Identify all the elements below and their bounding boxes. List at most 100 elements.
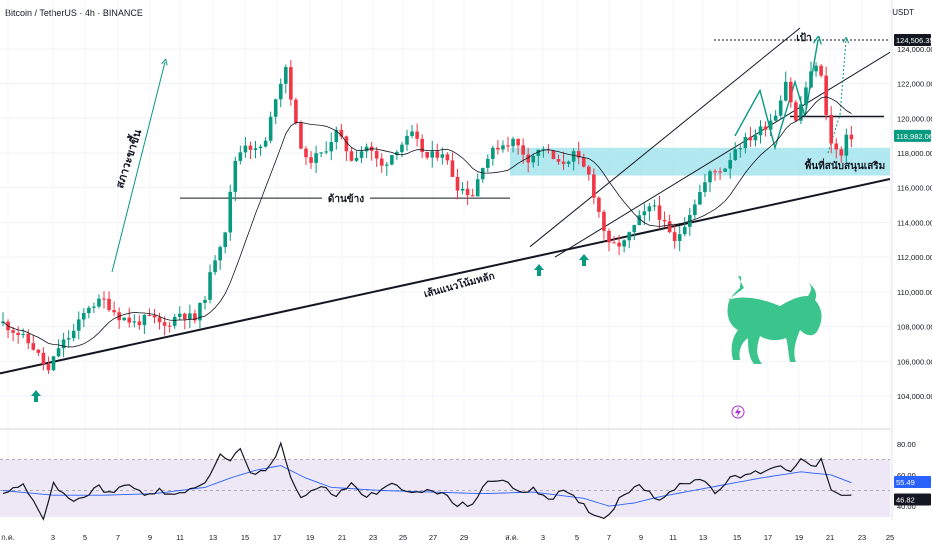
candle-body	[390, 155, 394, 165]
candle-body	[71, 330, 76, 339]
candle-body	[733, 149, 738, 160]
candle-body	[768, 120, 773, 130]
candle-body	[213, 260, 217, 273]
time-tick-label: 19	[795, 533, 803, 542]
candle-body	[794, 102, 798, 121]
candle-body	[177, 313, 182, 317]
candle-body	[607, 230, 611, 243]
last-price-tag: 118,982.06	[896, 132, 932, 141]
candle-body	[344, 136, 349, 152]
candle-body	[763, 126, 768, 130]
uptrend-label: สภาวะขาขึ้น	[111, 127, 144, 190]
candle-body	[738, 148, 743, 150]
time-tick-label: 21	[338, 533, 346, 542]
candle-body	[183, 313, 187, 320]
candle-body	[238, 152, 243, 161]
candle-body	[223, 232, 227, 248]
candle-body	[364, 146, 369, 152]
candle-body	[662, 219, 667, 222]
candle-body	[728, 159, 732, 169]
candle-body	[46, 364, 51, 371]
candle-body	[112, 310, 116, 313]
candle-body	[21, 333, 25, 335]
candle-body	[329, 142, 334, 152]
support-arrow-icon	[534, 264, 544, 276]
candle-body	[410, 131, 414, 136]
candle-body	[592, 174, 596, 198]
candle-body	[718, 171, 722, 173]
candle-body	[188, 313, 192, 320]
candle-body	[521, 145, 525, 155]
candle-body	[258, 146, 263, 149]
candle-body	[450, 160, 455, 177]
candle-body	[511, 138, 515, 147]
high-price-tag-bg	[894, 34, 931, 47]
candle-body	[526, 154, 530, 163]
price-tick-label: 122,000.00	[897, 80, 932, 89]
candle-body	[455, 176, 460, 191]
candle-body	[36, 349, 41, 353]
candle-body	[773, 115, 778, 121]
candle-body	[107, 298, 111, 311]
candle-body	[677, 234, 682, 242]
candle-body	[829, 114, 833, 144]
rsi-ma-line	[2, 465, 852, 507]
candle-body	[26, 333, 31, 344]
candle-body	[632, 225, 637, 233]
candle-body	[809, 71, 813, 88]
time-tick-label: 25	[886, 533, 894, 542]
candle-body	[31, 343, 36, 350]
time-tick-label: 23	[858, 533, 866, 542]
candle-body	[304, 148, 308, 158]
candle-body	[319, 152, 323, 154]
high-price-tag: 124,506.35	[896, 36, 932, 45]
candle-body	[627, 232, 631, 241]
candle-body	[208, 272, 212, 300]
candle-body	[354, 157, 359, 161]
candle-body	[253, 148, 258, 150]
price-tick-label: 116,000.00	[897, 184, 932, 193]
candle-body	[218, 247, 222, 261]
candle-body	[723, 168, 727, 172]
candle-body	[137, 321, 142, 326]
rsi-ma-tag-bg	[894, 475, 931, 488]
candle-body	[713, 171, 717, 173]
sideways-label: ด้านข้าง	[328, 193, 364, 205]
price-tick-label: 104,000.00	[897, 392, 932, 401]
candle-body	[531, 155, 536, 163]
candle-body	[102, 298, 106, 300]
candle-body	[193, 313, 197, 321]
candle-body	[617, 242, 621, 247]
candle-body	[576, 151, 581, 158]
rsi-value-tag-bg	[894, 493, 931, 506]
candle-body	[465, 188, 470, 196]
candle-body	[778, 100, 783, 116]
candle-body	[799, 104, 803, 121]
lightning-bolt-icon	[735, 407, 741, 417]
candle-body	[672, 232, 677, 242]
candle-body	[87, 307, 91, 314]
candle-body	[268, 116, 273, 141]
candle-body	[359, 151, 364, 158]
time-tick-label: 5	[83, 533, 87, 542]
time-tick-label: 5	[575, 533, 579, 542]
candle-body	[824, 75, 828, 115]
lightning-icon	[731, 405, 745, 419]
candle-body	[612, 242, 616, 244]
candle-body	[339, 129, 344, 137]
candle-body	[491, 147, 495, 159]
main-trendline	[0, 178, 891, 375]
candle-body	[536, 149, 541, 156]
candle-body	[92, 306, 96, 308]
candle-body	[1, 321, 5, 324]
candle-body	[420, 138, 424, 152]
candle-body	[334, 129, 339, 143]
bull-icon	[727, 276, 822, 364]
candle-body	[273, 99, 278, 117]
time-tick-label: 21	[826, 533, 834, 542]
candle-body	[789, 81, 793, 103]
time-tick-label: 9	[148, 533, 152, 542]
candle-body	[56, 348, 61, 357]
candle-body	[405, 135, 409, 145]
